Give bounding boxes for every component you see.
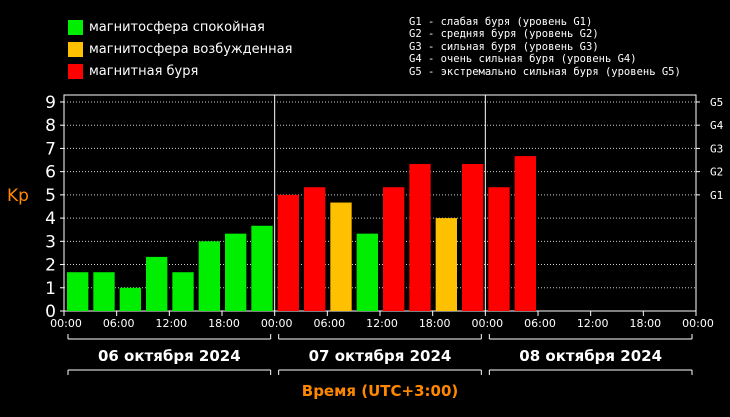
storm-level-g5: G5 - экстремально сильная буря (уровень … — [409, 65, 681, 78]
x-tick-label: 18:00 — [208, 317, 240, 330]
storm-level-tick-label: G4 — [710, 119, 724, 132]
storm-level-g2: G2 - средняя буря (уровень G2) — [409, 28, 599, 41]
x-tick-label: 00:00 — [50, 317, 82, 330]
kp-bar — [356, 233, 378, 311]
legend-item-storm: магнитная буря — [68, 63, 198, 79]
x-tick-label: 06:00 — [103, 317, 135, 330]
y-tick-label: 0 — [45, 302, 56, 322]
storm-level-g4: G4 - очень сильная буря (уровень G4) — [409, 53, 637, 66]
day-label: 07 октября 2024 — [309, 347, 452, 365]
kp-bar — [67, 272, 89, 311]
y-tick-label: 6 — [45, 163, 56, 183]
storm-level-g1: G1 - слабая буря (уровень G1) — [409, 16, 593, 28]
x-tick-label: 00:00 — [682, 317, 714, 330]
kp-bar — [119, 287, 141, 311]
legend-item-active: магнитосфера возбужденная — [68, 41, 292, 57]
kp-bar — [514, 156, 536, 311]
storm-level-tick-label: G5 — [710, 96, 723, 109]
kp-bar — [488, 187, 510, 311]
kp-bar — [172, 272, 194, 311]
y-tick-label: 7 — [45, 139, 56, 159]
x-tick-label: 06:00 — [524, 317, 556, 330]
storm-level-tick-label: G1 — [710, 189, 723, 202]
x-axis-label: Время (UTC+3:00) — [302, 382, 458, 400]
y-axis-label: Kp — [7, 186, 29, 206]
x-tick-label: 18:00 — [419, 317, 451, 330]
y-tick-label: 4 — [45, 209, 56, 229]
x-tick-label: 12:00 — [366, 317, 398, 330]
kp-bar — [93, 272, 115, 311]
day-label: 08 октября 2024 — [519, 347, 662, 365]
kp-bar — [409, 163, 431, 311]
kp-bar — [277, 194, 299, 311]
y-tick-label: 5 — [45, 186, 56, 206]
legend-label-quiet: магнитосфера спокойная — [89, 19, 265, 35]
y-tick-label: 3 — [45, 232, 56, 252]
kp-bar — [146, 256, 168, 311]
kp-bar — [330, 202, 352, 311]
y-tick-label: 9 — [45, 93, 56, 113]
x-tick-label: 18:00 — [629, 317, 661, 330]
kp-bar — [225, 233, 247, 311]
storm-level-legend: G1 - слабая буря (уровень G1) G2 - средн… — [409, 16, 681, 78]
y-tick-label: 1 — [45, 279, 56, 299]
legend-swatch-active — [68, 41, 83, 57]
kp-bar — [198, 241, 220, 311]
legend-swatch-quiet — [68, 19, 83, 35]
kp-bar — [435, 218, 457, 311]
x-tick-label: 06:00 — [313, 317, 345, 330]
legend-swatch-storm — [68, 63, 83, 79]
day-label: 06 октября 2024 — [98, 347, 241, 365]
storm-level-g3: G3 - сильная буря (уровень G3) — [409, 40, 599, 53]
kp-bar — [462, 163, 484, 311]
y-tick-label: 2 — [45, 256, 56, 276]
storm-level-tick-label: G3 — [710, 142, 723, 155]
storm-level-tick-label: G2 — [710, 166, 723, 179]
kp-bar — [304, 187, 326, 311]
y-tick-label: 8 — [45, 116, 56, 136]
legend-label-active: магнитосфера возбужденная — [89, 41, 293, 57]
legend-label-storm: магнитная буря — [89, 63, 199, 79]
legend-item-quiet: магнитосфера спокойная — [68, 19, 265, 35]
x-tick-label: 00:00 — [261, 317, 293, 330]
kp-bar — [251, 225, 273, 311]
x-tick-label: 00:00 — [471, 317, 503, 330]
x-tick-label: 12:00 — [155, 317, 187, 330]
x-tick-label: 12:00 — [577, 317, 609, 330]
kp-bar — [383, 187, 405, 311]
